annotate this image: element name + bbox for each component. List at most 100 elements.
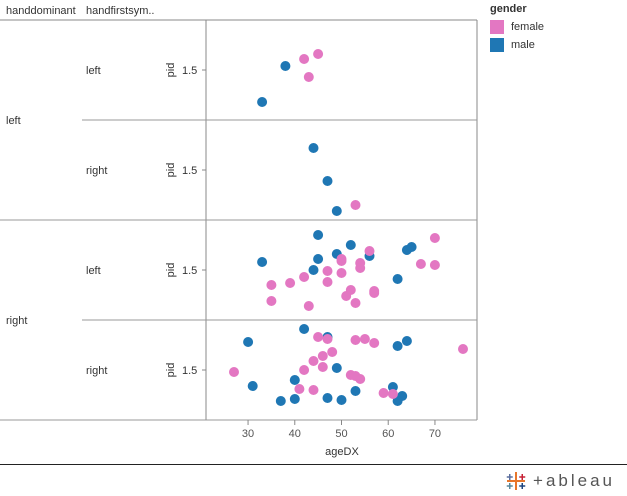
legend-swatch-female [490,20,504,34]
point-female[interactable] [350,298,361,308]
point-male[interactable] [331,206,342,216]
point-female[interactable] [313,332,324,342]
x-tick-label: 40 [289,428,301,440]
legend-item-male[interactable]: male [490,36,544,54]
point-female[interactable] [308,356,319,366]
y-tick-label: 1.5 [182,65,197,77]
point-male[interactable] [336,395,347,405]
y-tick-label: 1.5 [182,265,197,277]
point-female[interactable] [355,374,366,384]
point-male[interactable] [247,381,258,391]
point-female[interactable] [322,266,333,276]
point-male[interactable] [392,341,403,351]
point-female[interactable] [308,385,319,395]
y-tick-label: 1.5 [182,365,197,377]
y-axis-label: pid [165,63,177,78]
y-axis-label: pid [165,263,177,278]
point-male[interactable] [299,324,310,334]
point-male[interactable] [289,375,300,385]
point-female[interactable] [299,365,310,375]
point-male[interactable] [308,265,319,275]
point-female[interactable] [359,334,370,344]
point-female[interactable] [415,259,426,269]
row-label-handfirstsym: left [86,65,101,77]
point-female[interactable] [364,246,375,256]
x-tick-label: 60 [382,428,394,440]
x-tick-label: 70 [429,428,441,440]
legend-item-female[interactable]: female [490,18,544,36]
tableau-cross-icon [506,472,526,490]
point-male[interactable] [345,240,356,250]
point-female[interactable] [336,268,347,278]
point-female[interactable] [429,233,440,243]
point-female[interactable] [229,367,239,377]
point-female[interactable] [341,291,352,301]
point-male[interactable] [322,393,333,403]
point-male[interactable] [313,230,324,240]
point-male[interactable] [387,382,398,392]
point-male[interactable] [401,336,412,346]
y-axis-label: pid [165,363,177,378]
point-male[interactable] [257,97,268,107]
point-male[interactable] [392,396,403,406]
point-male[interactable] [322,176,333,186]
point-female[interactable] [317,351,328,361]
point-female[interactable] [285,278,296,288]
point-male[interactable] [392,274,403,284]
point-female[interactable] [294,384,305,394]
point-female[interactable] [299,54,310,64]
point-female[interactable] [303,72,314,82]
point-female[interactable] [350,200,361,210]
y-axis-label: pid [165,163,177,178]
scatter-chart: handdominant handfirstsym.. left left pid 1… [0,5,478,458]
point-female[interactable] [378,388,389,398]
row-label-handfirstsym: left [86,265,101,277]
legend-label-female: female [511,21,545,33]
y-tick-label: 1.5 [182,165,197,177]
x-tick-label: 30 [242,428,254,440]
row-label-handdominant: right [6,315,27,327]
legend-swatch-male [490,38,504,52]
point-female[interactable] [369,338,380,348]
footer-bar: +ableau [0,464,627,496]
point-female[interactable] [387,389,398,399]
point-female[interactable] [429,260,440,270]
row-label-handfirstsym: right [86,365,107,377]
tableau-logo[interactable]: +ableau [505,470,615,492]
point-male[interactable] [313,254,324,264]
point-female[interactable] [350,335,361,345]
point-female[interactable] [266,280,277,290]
x-tick-label: 50 [335,428,347,440]
panels-group: left left pid 1.5 right pid 1.5 right left pid 1.5… [6,49,468,406]
row-label-handfirstsym: right [86,165,107,177]
point-female[interactable] [313,49,324,59]
legend-title: gender [490,3,527,15]
x-axis-label: ageDX [325,446,359,458]
x-axis: 30 40 50 60 70 [242,420,441,440]
point-male[interactable] [280,61,291,71]
point-female[interactable] [322,277,333,287]
legend-label-male: male [511,39,535,51]
header-handdominant: handdominant [6,5,76,17]
point-male[interactable] [350,386,361,396]
point-female[interactable] [355,263,366,273]
tableau-wordmark: +ableau [533,471,615,490]
point-female[interactable] [303,301,314,311]
point-female[interactable] [369,288,380,298]
point-male[interactable] [308,143,319,153]
point-male[interactable] [331,363,342,373]
point-female[interactable] [458,344,468,354]
point-female[interactable] [336,256,347,266]
point-female[interactable] [327,347,338,357]
point-male[interactable] [289,394,300,404]
point-male[interactable] [257,257,268,267]
point-male[interactable] [243,337,254,347]
point-female[interactable] [322,334,333,344]
point-female[interactable] [266,296,277,306]
header-handfirstsym: handfirstsym.. [86,5,154,17]
point-male[interactable] [406,242,417,252]
point-male[interactable] [275,396,286,406]
row-label-handdominant: left [6,115,21,127]
point-female[interactable] [317,362,328,372]
point-female[interactable] [299,272,310,282]
